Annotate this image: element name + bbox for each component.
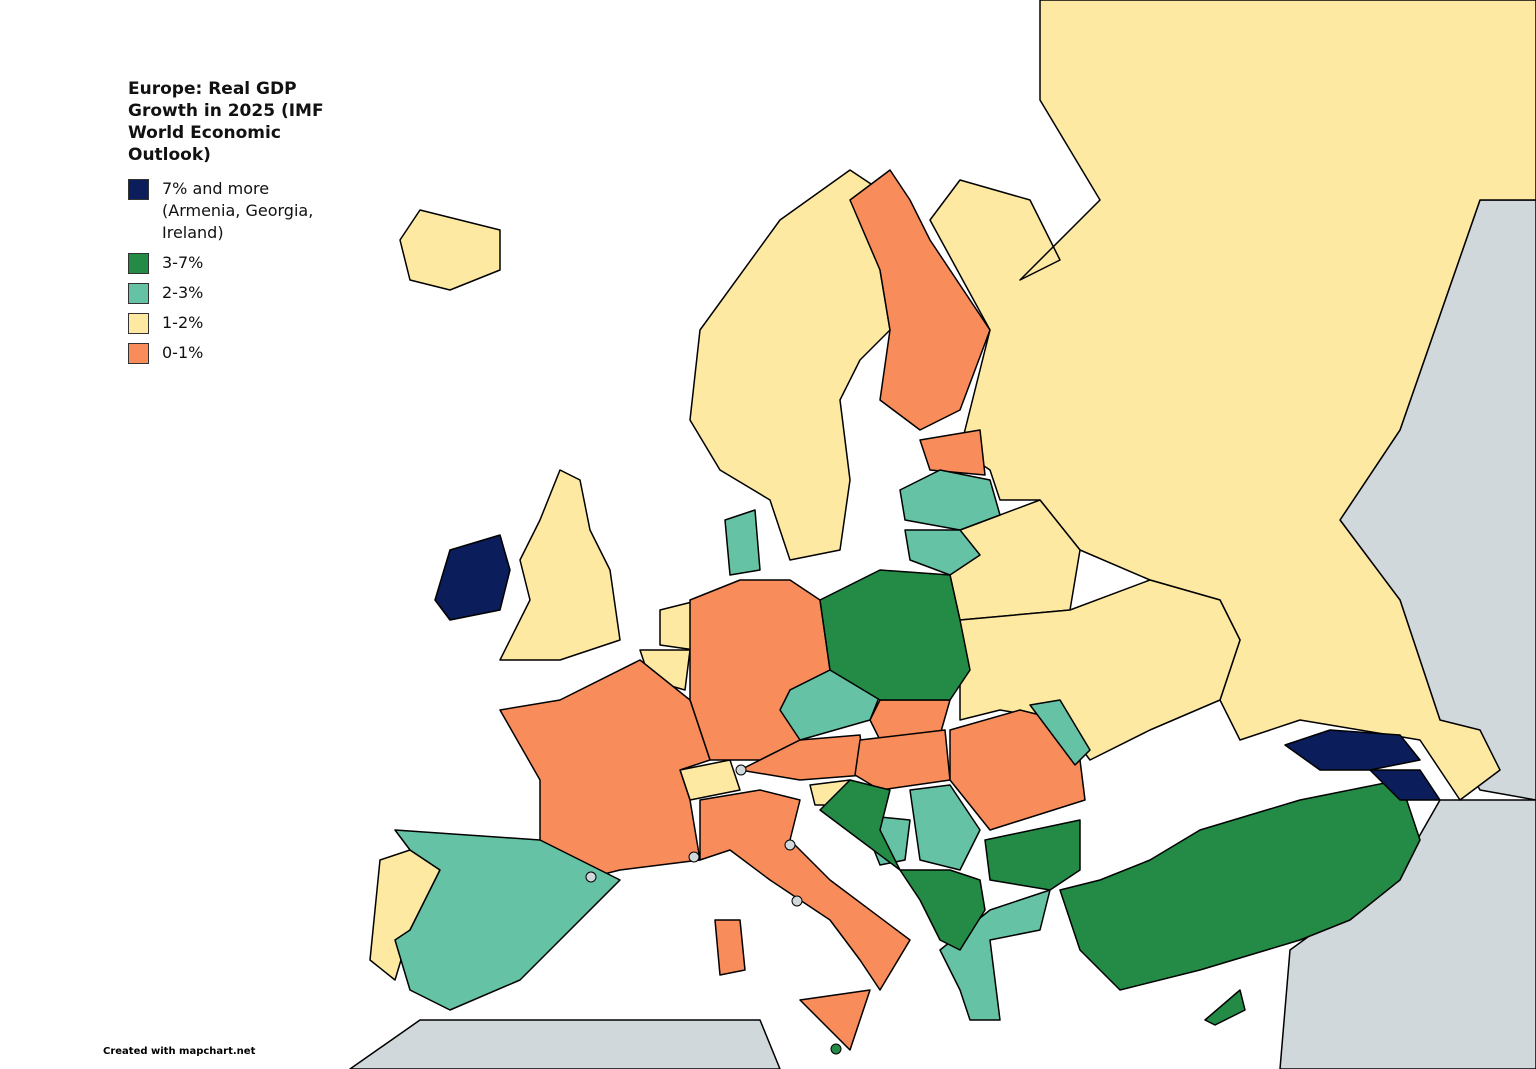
country [909, 784, 981, 871]
country [949, 709, 1086, 831]
microstate [791, 895, 803, 907]
country [819, 779, 901, 871]
legend: Europe: Real GDP Growth in 2025 (IMF Wor… [128, 78, 328, 372]
country [1204, 989, 1246, 1026]
country [1029, 699, 1091, 766]
country [699, 789, 911, 991]
country [819, 569, 971, 701]
legend-swatch [128, 313, 149, 334]
country [904, 529, 981, 576]
country [1369, 769, 1441, 801]
country [434, 534, 511, 621]
legend-label: 0-1% [162, 343, 204, 362]
microstate [784, 839, 796, 851]
microstate [735, 764, 747, 776]
country [689, 169, 891, 561]
legend-swatch [128, 343, 149, 364]
map-title: Europe: Real GDP Growth in 2025 (IMF Wor… [128, 79, 324, 165]
country [939, 889, 1051, 1021]
microstate [585, 871, 597, 883]
country [714, 919, 746, 976]
microstate [688, 851, 700, 863]
microstate [830, 1043, 842, 1055]
country [899, 469, 1001, 531]
country [499, 469, 621, 661]
legend-swatch [128, 283, 149, 304]
country [869, 699, 951, 741]
legend-label: 3-7% [162, 253, 204, 272]
legend-label: 1-2% [162, 313, 204, 332]
country [799, 989, 871, 1051]
country [1059, 779, 1421, 991]
legend-label: 2-3% [162, 283, 204, 302]
legend-item: 2-3% [128, 282, 328, 304]
legend-item: 1-2% [128, 312, 328, 334]
country [899, 869, 986, 951]
legend-label: 7% and more (Armenia, Georgia, Ireland) [162, 179, 314, 242]
country [399, 209, 501, 291]
country [1284, 729, 1421, 771]
country [394, 829, 621, 1011]
land [349, 1019, 781, 1069]
legend-swatch [128, 253, 149, 274]
credit: Created with mapchart.net [103, 1046, 256, 1057]
legend-item: 0-1% [128, 342, 328, 364]
country [849, 169, 991, 431]
legend-swatch [128, 179, 149, 200]
legend-items: 7% and more (Armenia, Georgia, Ireland) 3… [128, 178, 328, 364]
country [984, 819, 1081, 891]
country [724, 509, 761, 576]
country [854, 729, 951, 791]
country [919, 429, 986, 476]
legend-item: 7% and more (Armenia, Georgia, Ireland) [128, 178, 328, 244]
legend-item: 3-7% [128, 252, 328, 274]
